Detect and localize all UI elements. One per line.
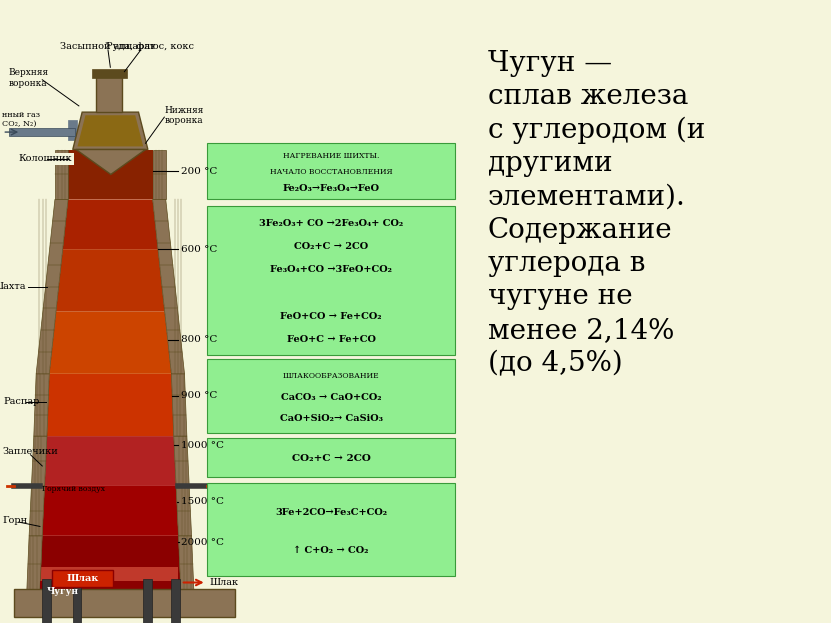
Polygon shape [27, 536, 42, 592]
Text: Горячий воздух: Горячий воздух [42, 485, 106, 493]
Text: Руда, флюс, кокс: Руда, флюс, кокс [106, 42, 194, 51]
Polygon shape [179, 536, 194, 592]
Bar [40, 567, 179, 592]
Bar [171, 579, 179, 623]
Text: 3Fe+2CO→Fe₃C+CO₂: 3Fe+2CO→Fe₃C+CO₂ [275, 508, 387, 517]
Polygon shape [29, 486, 45, 536]
Text: Шлак: Шлак [209, 578, 238, 587]
FancyBboxPatch shape [52, 570, 113, 587]
Polygon shape [174, 436, 189, 486]
Bar [96, 75, 122, 112]
Text: Чугун: Чугун [47, 587, 79, 596]
Text: НАГРЕВАНИЕ ШИХТЫ.: НАГРЕВАНИЕ ШИХТЫ. [283, 152, 379, 160]
Polygon shape [73, 112, 148, 150]
Text: CO₂+C → 2CO: CO₂+C → 2CO [292, 454, 371, 463]
Text: Fe₂O₃→Fe₃O₄→FeO: Fe₂O₃→Fe₃O₄→FeO [283, 184, 380, 193]
Text: Заплечики: Заплечики [2, 447, 58, 456]
Text: Распар: Распар [4, 397, 40, 406]
Text: Fe₃O₄+CO →3FeO+CO₂: Fe₃O₄+CO →3FeO+CO₂ [270, 265, 392, 275]
Bar [143, 579, 151, 623]
Text: FeO+CO → Fe+CO₂: FeO+CO → Fe+CO₂ [280, 312, 381, 320]
Bar [42, 579, 51, 623]
Bar [73, 579, 81, 623]
Text: ШЛАКООБРАЗОВАНИЕ: ШЛАКООБРАЗОВАНИЕ [283, 373, 379, 380]
Polygon shape [45, 436, 176, 486]
FancyBboxPatch shape [207, 359, 455, 433]
Text: 200 °C: 200 °C [181, 167, 217, 176]
Polygon shape [49, 312, 171, 374]
Polygon shape [42, 486, 179, 536]
FancyBboxPatch shape [207, 206, 455, 355]
Text: Горн: Горн [2, 516, 27, 525]
Polygon shape [176, 486, 192, 536]
Polygon shape [55, 150, 68, 199]
Text: нный газ
CO₂, N₂): нный газ CO₂, N₂) [2, 111, 41, 128]
Text: Верхняя
воронка: Верхняя воронка [8, 68, 48, 88]
Polygon shape [68, 150, 153, 199]
Text: 1000 °C: 1000 °C [181, 441, 224, 450]
Text: FeO+C → Fe+CO: FeO+C → Fe+CO [287, 335, 376, 343]
Text: 1500 °C: 1500 °C [181, 497, 224, 506]
Text: 900 °C: 900 °C [181, 391, 217, 400]
FancyBboxPatch shape [207, 143, 455, 199]
Polygon shape [77, 115, 143, 146]
FancyBboxPatch shape [207, 483, 455, 576]
Polygon shape [34, 374, 49, 436]
Text: Нижняя
воронка: Нижняя воронка [165, 105, 204, 125]
Polygon shape [14, 589, 234, 617]
Text: CaO+SiO₂→ CaSiO₃: CaO+SiO₂→ CaSiO₃ [279, 414, 382, 423]
Text: НАЧАЛО ВОССТАНОВЛЕНИЯ: НАЧАЛО ВОССТАНОВЛЕНИЯ [270, 168, 392, 176]
Text: Колошник: Колошник [19, 155, 72, 163]
Polygon shape [76, 150, 145, 174]
Bar [9, 128, 75, 136]
Text: 800 °C: 800 °C [181, 335, 217, 344]
Text: Шахта: Шахта [0, 282, 26, 291]
Bar [40, 581, 179, 592]
Bar [91, 69, 127, 78]
Polygon shape [153, 150, 165, 199]
Polygon shape [171, 374, 187, 436]
Text: 2000 °C: 2000 °C [181, 538, 224, 546]
Polygon shape [62, 199, 158, 249]
FancyBboxPatch shape [207, 438, 455, 477]
Text: 3Fe₂O₃+ CO →2Fe₃O₄+ CO₂: 3Fe₂O₃+ CO →2Fe₃O₄+ CO₂ [259, 219, 403, 229]
Polygon shape [56, 249, 165, 312]
Polygon shape [37, 199, 68, 374]
Polygon shape [32, 436, 47, 486]
Text: Чугун —
сплав железа
с углеродом (и
другими
элементами).
Содержание
углерода в
ч: Чугун — сплав железа с углеродом (и друг… [488, 50, 705, 377]
Text: Засыпной аппарат: Засыпной аппарат [60, 42, 155, 51]
Text: Шлак: Шлак [66, 574, 98, 583]
Polygon shape [40, 536, 181, 592]
Text: ↑ C+O₂ → CO₂: ↑ C+O₂ → CO₂ [293, 546, 369, 554]
Text: 600 °C: 600 °C [181, 245, 217, 254]
Text: CO₂+C → 2CO: CO₂+C → 2CO [294, 242, 368, 252]
Polygon shape [47, 374, 174, 436]
Polygon shape [153, 199, 184, 374]
Text: CaCO₃ → CaO+CO₂: CaCO₃ → CaO+CO₂ [281, 392, 381, 402]
